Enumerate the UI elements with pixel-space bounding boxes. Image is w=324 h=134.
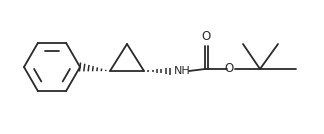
Text: NH: NH <box>174 66 191 76</box>
Text: O: O <box>225 62 234 75</box>
Text: O: O <box>202 30 211 43</box>
